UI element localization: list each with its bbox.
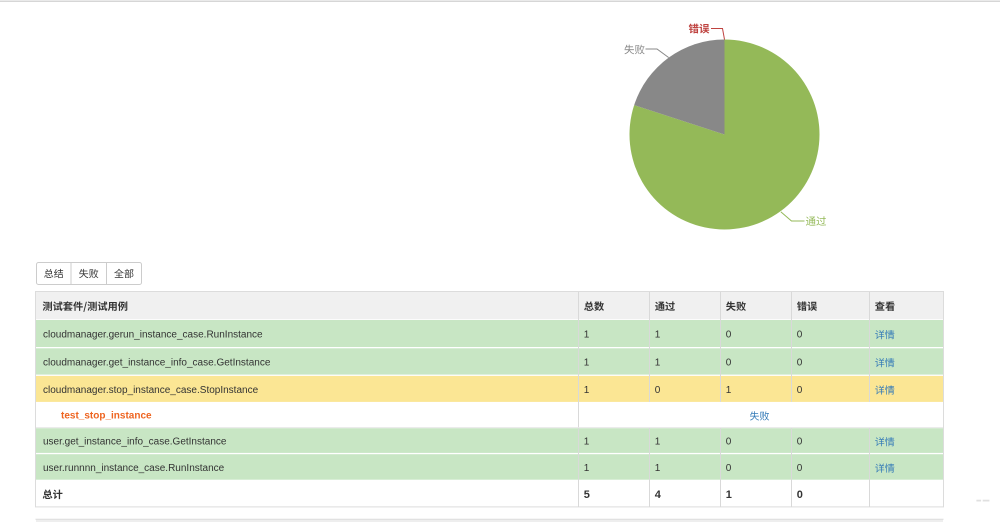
svg-text:1: 1 xyxy=(655,437,661,448)
svg-text:0: 0 xyxy=(797,357,803,368)
svg-text:0: 0 xyxy=(726,463,732,474)
svg-text:1: 1 xyxy=(726,489,732,501)
svg-text:4: 4 xyxy=(655,489,662,501)
svg-text:cloudmanager.get_instance_info: cloudmanager.get_instance_info_case.GetI… xyxy=(43,357,271,368)
svg-text:1: 1 xyxy=(726,385,732,396)
svg-text:1: 1 xyxy=(655,329,661,340)
svg-text:5: 5 xyxy=(584,489,590,501)
svg-text:1: 1 xyxy=(584,329,590,340)
svg-text:1: 1 xyxy=(584,385,590,396)
svg-text:0: 0 xyxy=(797,329,803,340)
svg-text:1: 1 xyxy=(655,463,661,474)
svg-text:1: 1 xyxy=(584,437,590,448)
svg-text:cloudmanager.gerun_instance_ca: cloudmanager.gerun_instance_case.RunInst… xyxy=(43,329,263,340)
svg-text:test_stop_instance: test_stop_instance xyxy=(61,411,152,422)
svg-text:0: 0 xyxy=(726,329,732,340)
svg-text:1: 1 xyxy=(584,357,590,368)
svg-text:1: 1 xyxy=(584,463,590,474)
svg-text:1: 1 xyxy=(655,357,661,368)
svg-text:cloudmanager.stop_instance_cas: cloudmanager.stop_instance_case.StopInst… xyxy=(43,385,259,396)
svg-text:0: 0 xyxy=(797,437,803,448)
svg-text:user.runnnn_instance_case.RunI: user.runnnn_instance_case.RunInstance xyxy=(43,463,225,474)
svg-text:0: 0 xyxy=(726,357,732,368)
svg-text:0: 0 xyxy=(797,385,803,396)
svg-text:0: 0 xyxy=(797,463,803,474)
svg-text:0: 0 xyxy=(655,385,661,396)
svg-text:user.get_instance_info_case.Ge: user.get_instance_info_case.GetInstance xyxy=(43,437,227,448)
svg-text:0: 0 xyxy=(797,489,803,501)
svg-text:0: 0 xyxy=(726,437,732,448)
